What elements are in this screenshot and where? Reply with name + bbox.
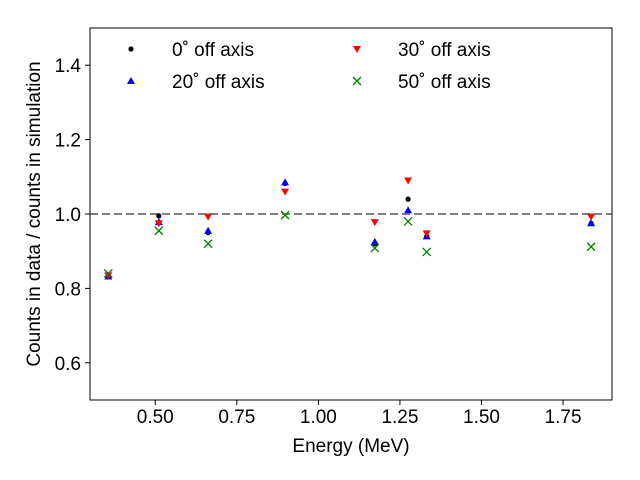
data-point <box>370 219 379 227</box>
data-point <box>370 243 380 253</box>
legend-marker <box>128 46 134 52</box>
series-0 <box>105 180 594 280</box>
y-tick-label: 1.4 <box>55 56 82 77</box>
y-tick-label: 1.0 <box>55 205 81 226</box>
legend-label: 30˚ off axis <box>398 40 491 61</box>
x-tick-label: 0.75 <box>218 407 255 428</box>
y-tick-label: 0.6 <box>55 354 81 375</box>
data-point <box>404 206 413 214</box>
series-1 <box>104 178 596 280</box>
series-3 <box>103 210 596 278</box>
y-axis-ticks: 0.6 0.8 1.0 1.2 1.4 <box>55 56 90 375</box>
data-point <box>404 177 413 185</box>
data-point <box>586 242 596 252</box>
legend-label: 20˚ off axis <box>172 72 265 93</box>
data-point <box>154 220 163 228</box>
y-axis-label: Counts in data / counts in simulation <box>24 61 45 366</box>
data-point <box>154 226 164 236</box>
legend: 0˚ off axis 20˚ off axis 30˚ off axis 50˚ o… <box>127 40 491 93</box>
legend-label: 0˚ off axis <box>172 40 254 61</box>
x-tick-label: 1.25 <box>381 407 418 428</box>
data-point <box>422 247 432 257</box>
x-tick-label: 1.00 <box>300 407 337 428</box>
x-tick-label: 0.50 <box>137 407 174 428</box>
x-tick-label: 1.75 <box>545 407 582 428</box>
series-2 <box>104 177 596 280</box>
data-point <box>405 196 411 202</box>
data-point <box>103 269 113 278</box>
legend-entry: 30˚ off axis <box>353 40 491 61</box>
data-points <box>103 177 596 280</box>
data-point <box>281 188 290 196</box>
data-point <box>587 219 596 227</box>
legend-entry: 0˚ off axis <box>128 40 254 61</box>
data-point <box>156 213 162 219</box>
legend-label: 50˚ off axis <box>398 72 491 93</box>
data-point <box>203 239 213 249</box>
y-tick-label: 0.8 <box>55 279 81 300</box>
legend-marker <box>353 46 361 53</box>
legend-marker <box>352 76 362 86</box>
data-point <box>403 216 413 226</box>
x-axis-ticks: 0.50 0.75 1.00 1.25 1.50 1.75 <box>137 400 582 428</box>
data-point <box>587 213 596 221</box>
data-point <box>104 272 113 280</box>
data-point <box>204 226 213 234</box>
data-point <box>281 178 290 186</box>
legend-entry: 20˚ off axis <box>127 72 265 93</box>
legend-entry: 50˚ off axis <box>352 72 491 93</box>
data-point <box>280 210 290 220</box>
legend-marker <box>127 77 135 84</box>
data-point <box>204 213 213 221</box>
x-tick-label: 1.50 <box>463 407 500 428</box>
y-tick-label: 1.2 <box>55 131 81 152</box>
data-point <box>370 237 379 245</box>
x-axis-label: Energy (MeV) <box>292 436 409 457</box>
data-point <box>422 230 431 238</box>
